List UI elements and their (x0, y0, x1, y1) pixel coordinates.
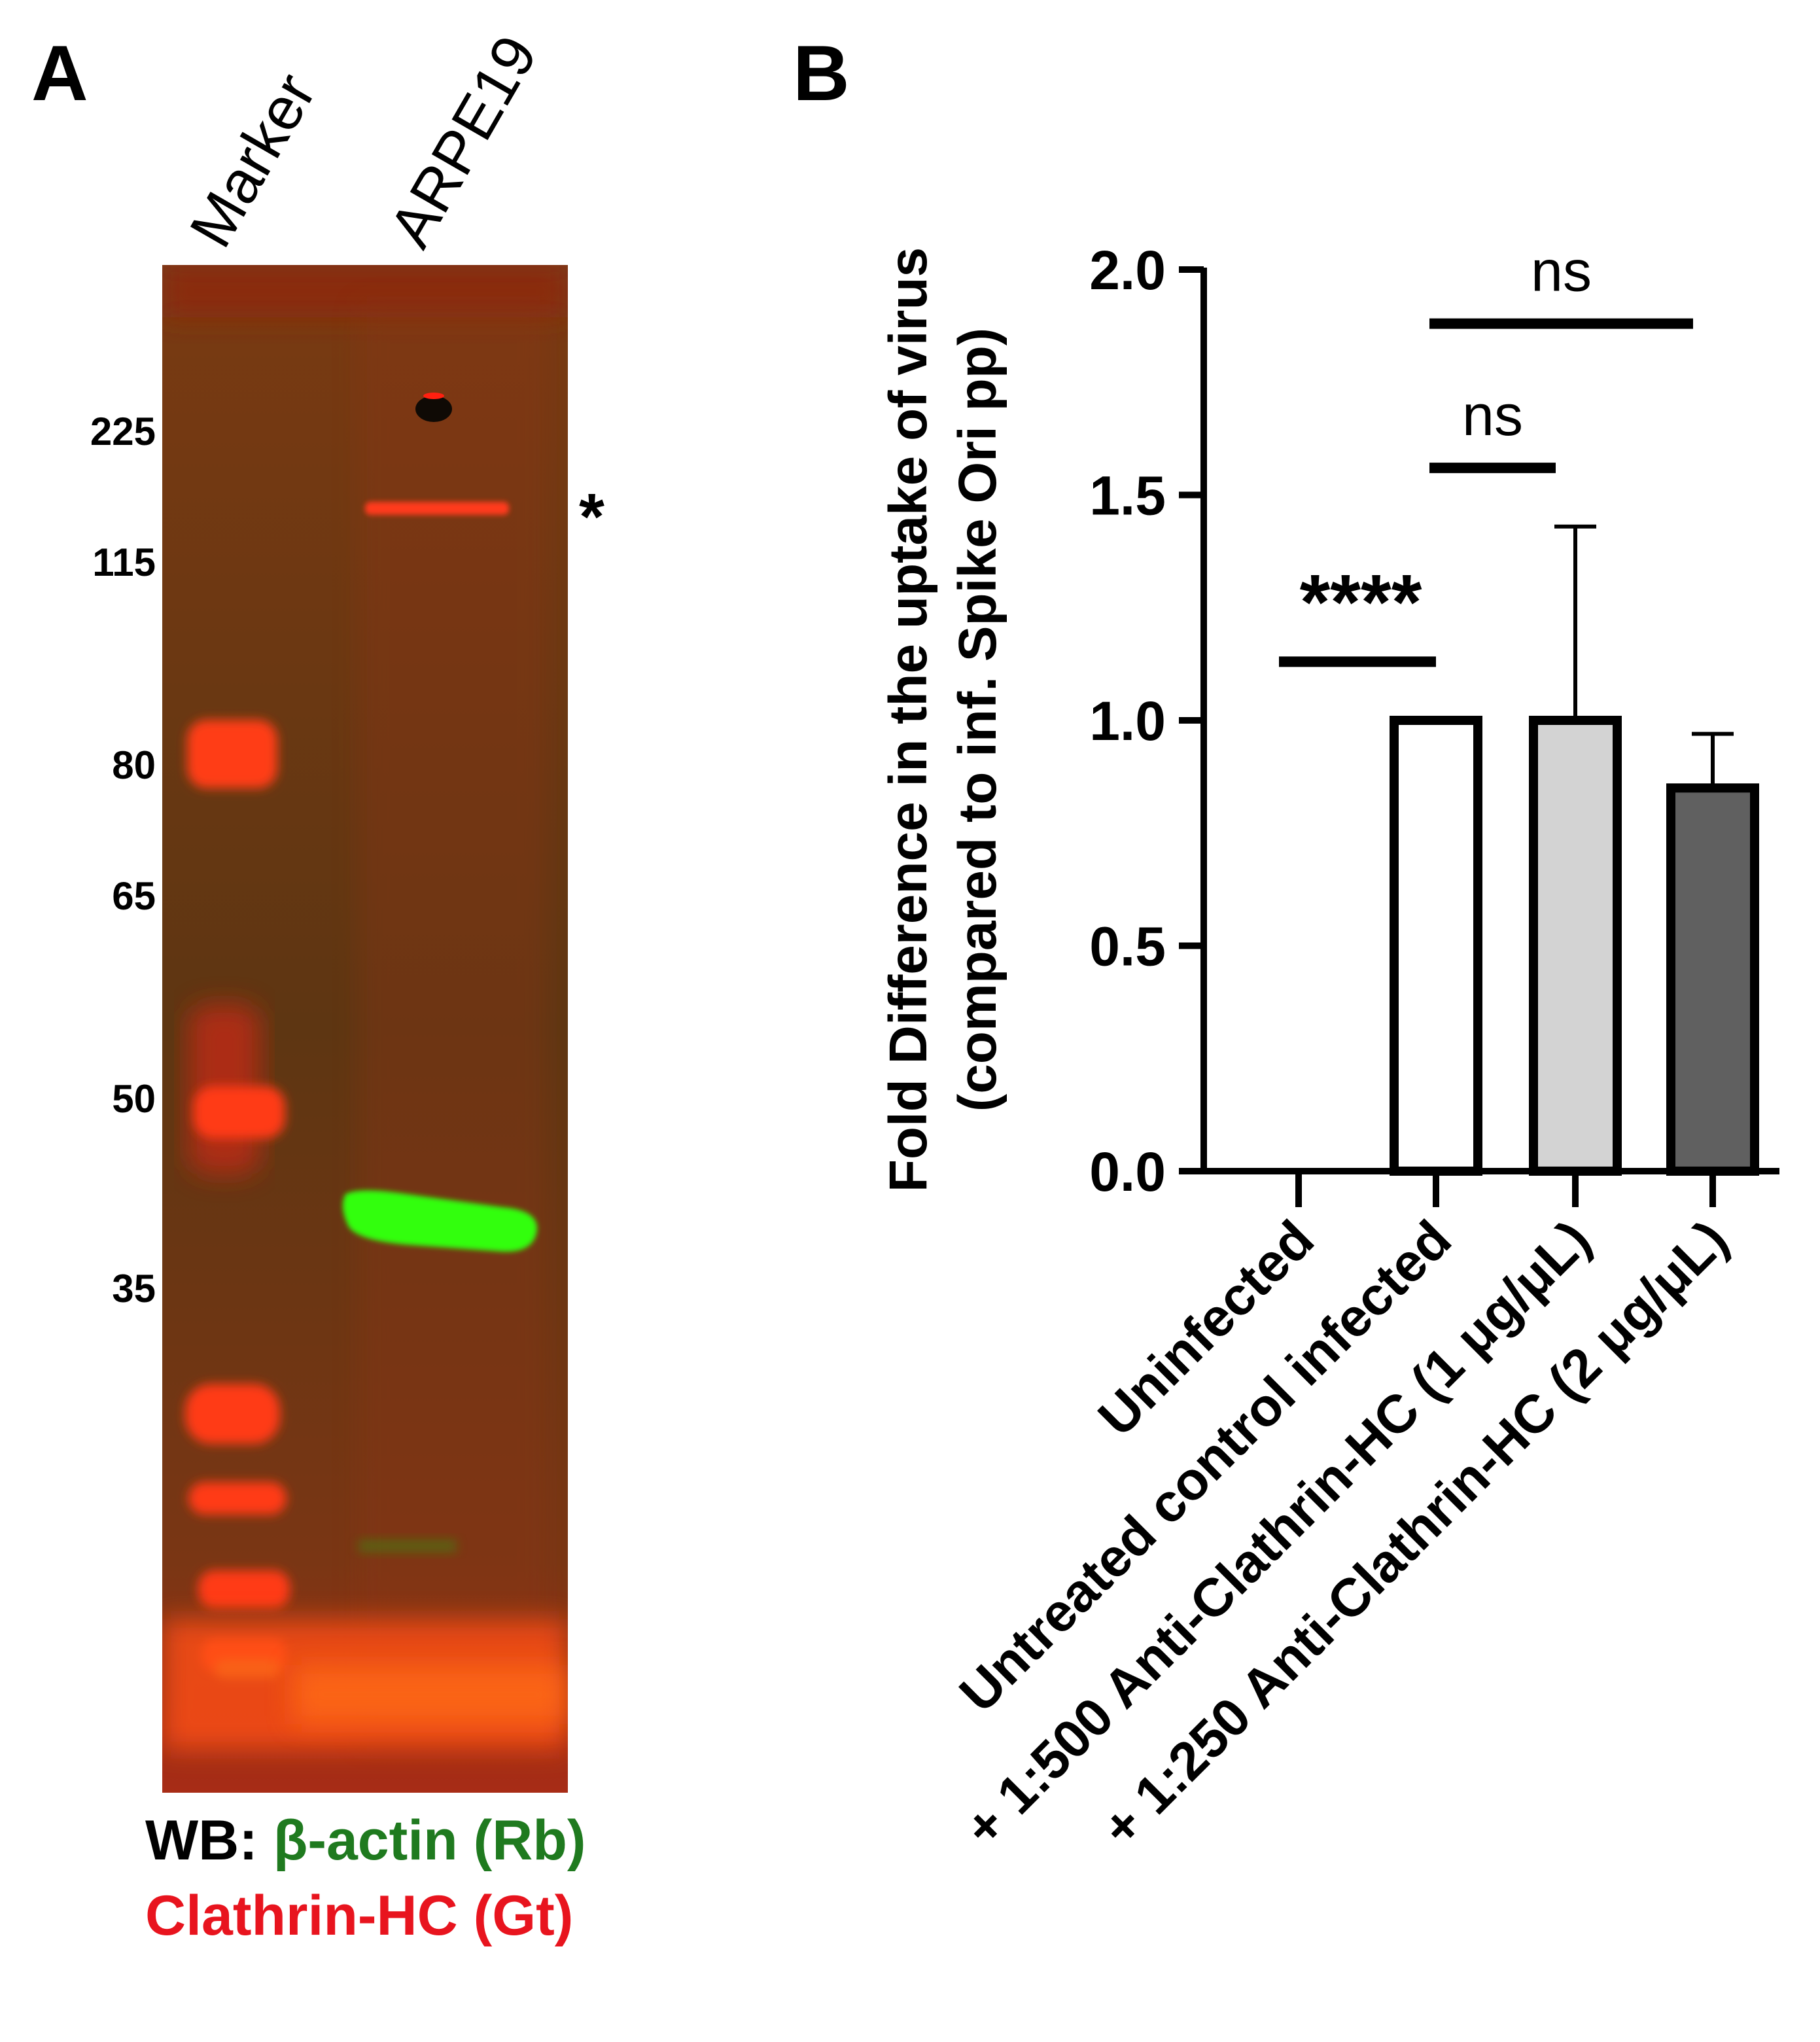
marker-band-low-1 (185, 1384, 280, 1444)
blot-bubble-artifact (415, 396, 452, 422)
y-axis-label-line-2: (compared to inf. Spike Ori pp) (948, 328, 1007, 1112)
mw-marker-225: 225 (90, 410, 156, 453)
y-tick-label-3: 1.5 (1089, 465, 1166, 527)
mw-marker-65: 65 (112, 874, 156, 918)
y-axis-label-line-1: Fold Difference in the uptake of virus (879, 247, 938, 1192)
wb-prefix: WB: (145, 1809, 258, 1872)
mw-marker-115: 115 (92, 540, 156, 584)
lane-label-arpe19: ARPE19 (376, 24, 550, 258)
x-category-label-2: + 1:500 Anti-Clathrin-HC (1 μg/μL) (953, 1209, 1602, 1858)
marker-band-50 (194, 1086, 285, 1138)
wb-legend-line-2: Clathrin-HC (Gt) (145, 1888, 573, 1944)
dye-front-core (293, 1665, 568, 1724)
beta-actin-band (343, 1190, 537, 1252)
wb-antibody-clathrin: Clathrin-HC (Gt) (145, 1884, 574, 1947)
bar-chart: Fold Difference in the uptake of virus (c… (879, 239, 1779, 1858)
marker-band-low-3 (198, 1570, 290, 1608)
panel-a-letter: A (31, 29, 88, 117)
band-asterisk: * (579, 480, 604, 554)
clathrin-hc-band (365, 502, 509, 515)
significance-label-1: ns (1462, 383, 1523, 448)
wb-legend-line-1: WB: β-actin (Rb) (145, 1812, 586, 1869)
bar-2 (1529, 716, 1622, 1176)
y-tick-label-4: 2.0 (1089, 239, 1166, 301)
marker-band-low-2 (188, 1482, 287, 1515)
y-tick-label-2: 1.0 (1089, 690, 1166, 752)
significance-label-2: ns (1531, 239, 1592, 304)
faint-green-band (359, 1540, 457, 1553)
bar-3 (1666, 783, 1759, 1176)
mw-marker-80: 80 (112, 743, 156, 787)
y-tick-label-0: 0.0 (1089, 1141, 1166, 1203)
wb-antibody-beta-actin: β-actin (Rb) (273, 1809, 586, 1872)
mw-marker-50: 50 (112, 1077, 156, 1121)
lane-label-marker: Marker (177, 62, 329, 258)
bar-1 (1390, 716, 1482, 1176)
western-blot-image (162, 265, 568, 1793)
lane-arpe19-smear (359, 304, 548, 1744)
y-tick-label-1: 0.5 (1089, 916, 1166, 977)
panel-b-letter: B (793, 29, 850, 117)
significance-label-0: **** (1300, 558, 1422, 646)
mw-marker-35: 35 (112, 1267, 156, 1311)
marker-band-80 (187, 720, 277, 788)
blot-bubble-rim (423, 393, 444, 399)
